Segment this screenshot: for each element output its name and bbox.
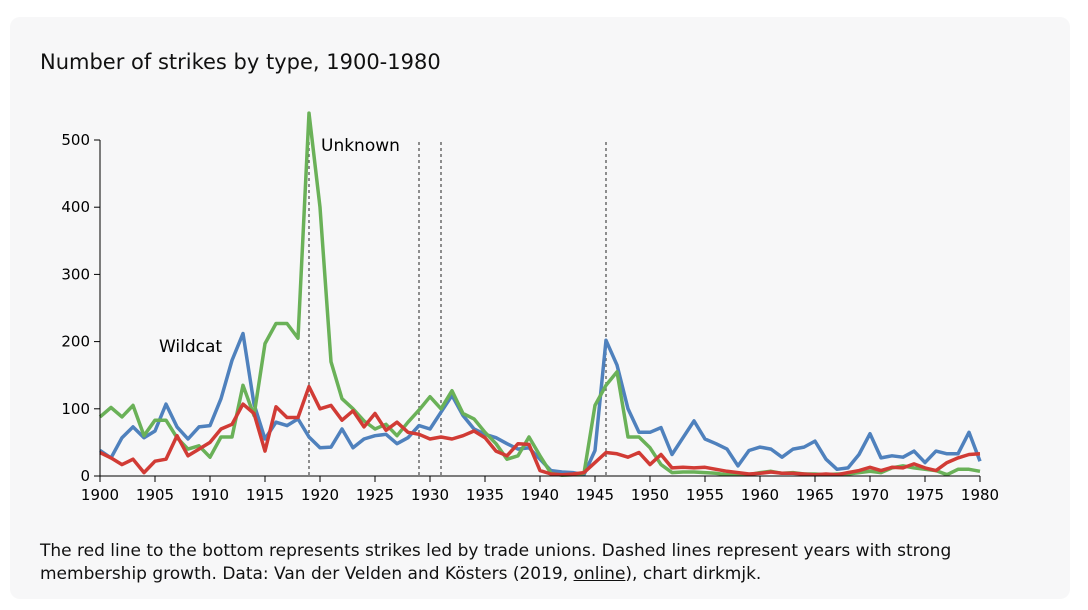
y-tick-label: 200 — [61, 333, 90, 351]
y-tick-label: 300 — [61, 265, 90, 283]
y-tick: 100 — [61, 400, 100, 418]
caption-text: The red line to the bottom represents st… — [40, 541, 952, 584]
x-tick-label: 1915 — [246, 486, 284, 504]
x-tick-label: 1940 — [521, 486, 559, 504]
y-tick-label: 500 — [61, 131, 90, 149]
y-axis: 0 100 200 300 400 500 — [61, 131, 101, 485]
x-tick: 1945 — [576, 476, 614, 504]
x-tick-label: 1910 — [191, 486, 229, 504]
x-tick-label: 1930 — [411, 486, 449, 504]
dashed-lines — [308, 142, 607, 476]
x-tick: 1950 — [631, 476, 669, 504]
y-tick-label: 100 — [61, 400, 90, 418]
x-tick: 1960 — [741, 476, 779, 504]
x-tick-label: 1900 — [81, 486, 119, 504]
x-tick: 1915 — [246, 476, 284, 504]
x-tick-label: 1970 — [851, 486, 889, 504]
x-tick: 1930 — [411, 476, 449, 504]
annotation-unknown: Unknown — [321, 136, 400, 156]
series-line-wildcat — [99, 331, 982, 477]
x-tick: 1905 — [136, 476, 174, 504]
y-tick-label: 0 — [80, 467, 90, 485]
x-axis: 1900 1905 1910 1915 1920 1925 1930 1935 1940 1945… — [81, 475, 999, 504]
x-tick: 1910 — [191, 476, 229, 504]
x-tick: 1920 — [301, 476, 339, 504]
caption-text-end: ), chart dirkmjk. — [625, 564, 762, 584]
x-tick: 1935 — [466, 476, 504, 504]
chart-title: Number of strikes by type, 1900-1980 — [40, 50, 441, 74]
x-tick-label: 1950 — [631, 486, 669, 504]
x-tick-label: 1925 — [356, 486, 394, 504]
series-lines — [98, 111, 982, 478]
annotation-wildcat: Wildcat — [159, 337, 222, 357]
x-tick-label: 1920 — [301, 486, 339, 504]
y-tick: 200 — [61, 333, 100, 351]
x-tick-label: 1955 — [686, 486, 724, 504]
x-tick-label: 1980 — [961, 486, 999, 504]
x-tick-label: 1935 — [466, 486, 504, 504]
x-tick: 1970 — [851, 476, 889, 504]
y-tick: 300 — [61, 265, 100, 283]
y-tick: 400 — [61, 198, 100, 216]
online-link[interactable]: online — [573, 564, 626, 584]
x-tick: 1925 — [356, 476, 394, 504]
x-tick-label: 1945 — [576, 486, 614, 504]
x-tick-label: 1960 — [741, 486, 779, 504]
x-tick: 1900 — [81, 476, 119, 504]
y-tick: 0 — [80, 467, 100, 485]
chart-card — [10, 17, 1070, 599]
x-tick: 1975 — [906, 476, 944, 504]
chart-caption: The red line to the bottom represents st… — [40, 540, 1050, 586]
x-tick: 1965 — [796, 476, 834, 504]
x-tick-label: 1975 — [906, 486, 944, 504]
x-tick: 1955 — [686, 476, 724, 504]
x-tick: 1940 — [521, 476, 559, 504]
x-tick-label: 1965 — [796, 486, 834, 504]
x-tick-label: 1905 — [136, 486, 174, 504]
x-tick: 1980 — [961, 476, 999, 504]
y-tick-label: 400 — [61, 198, 90, 216]
series-line-union — [99, 384, 981, 477]
y-tick: 500 — [61, 131, 100, 149]
